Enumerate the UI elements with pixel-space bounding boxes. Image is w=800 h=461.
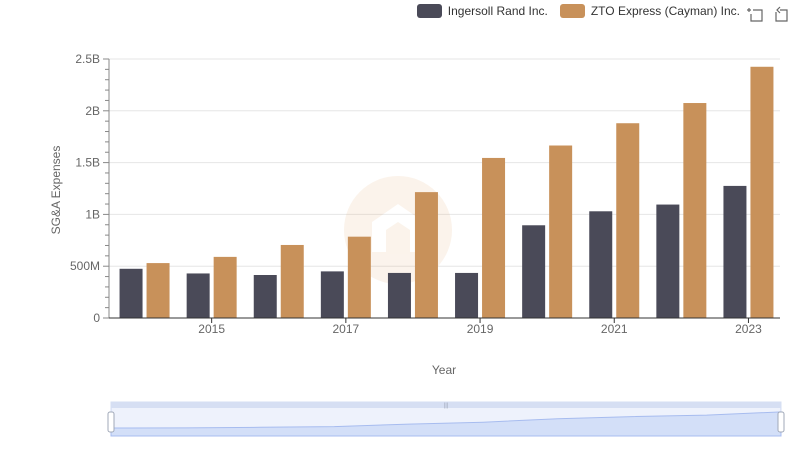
legend-item-ingersoll[interactable]: Ingersoll Rand Inc.: [416, 4, 548, 18]
bar-ingersoll[interactable]: [656, 204, 680, 318]
bar-ingersoll[interactable]: [589, 211, 613, 318]
bar-ingersoll[interactable]: [522, 225, 546, 318]
bar-ingersoll[interactable]: [119, 268, 143, 318]
bar-ingersoll[interactable]: [320, 271, 344, 318]
toolbox: [746, 6, 790, 24]
x-tick-label: 2019: [467, 322, 494, 336]
bar-zto[interactable]: [213, 256, 237, 318]
legend-item-zto[interactable]: ZTO Express (Cayman) Inc.: [559, 4, 740, 18]
y-tick-label: 2B: [85, 104, 100, 118]
bars-layer: [119, 66, 774, 319]
y-tick-label: 2.5B: [75, 52, 100, 66]
axis-layer: 0 500M 1B 1.5B 2B 2.5B 2015 2017 2019 2021 2023: [70, 52, 780, 336]
bar-zto[interactable]: [750, 66, 774, 319]
zoom-select-icon[interactable]: [746, 6, 764, 24]
legend: Ingersoll Rand Inc. ZTO Express (Cayman)…: [416, 4, 740, 18]
x-axis-title: Year: [432, 363, 456, 377]
bar-ingersoll[interactable]: [455, 272, 479, 318]
legend-label-zto: ZTO Express (Cayman) Inc.: [590, 4, 740, 18]
slider-handle-right[interactable]: [777, 411, 785, 433]
slider-handle-left[interactable]: [107, 411, 115, 433]
y-axis-title: SG&A Expenses: [49, 146, 63, 235]
bar-ingersoll[interactable]: [186, 273, 210, 318]
x-tick-label: 2021: [601, 322, 628, 336]
slider-selection: [111, 408, 781, 436]
y-tick-label: 1.5B: [75, 156, 100, 170]
bar-zto[interactable]: [482, 157, 506, 318]
x-tick-label: 2023: [735, 322, 762, 336]
bar-zto[interactable]: [347, 236, 371, 318]
legend-swatch-zto: [559, 4, 585, 18]
slider-top-bar[interactable]: [111, 402, 781, 408]
restore-icon[interactable]: [772, 6, 790, 24]
bar-zto[interactable]: [549, 145, 573, 318]
bar-zto[interactable]: [414, 192, 438, 318]
bar-zto[interactable]: [616, 123, 640, 319]
legend-label-ingersoll: Ingersoll Rand Inc.: [447, 4, 548, 18]
bar-zto[interactable]: [280, 244, 304, 318]
x-tick-label: 2017: [332, 322, 359, 336]
legend-swatch-ingersoll: [416, 4, 442, 18]
bar-zto[interactable]: [146, 263, 170, 318]
zoom-slider[interactable]: |||: [107, 401, 785, 437]
y-tick-label: 500M: [70, 259, 100, 273]
bar-ingersoll[interactable]: [253, 275, 277, 318]
y-tick-label: 0: [93, 311, 100, 325]
x-tick-label: 2015: [198, 322, 225, 336]
bar-ingersoll[interactable]: [387, 272, 411, 318]
y-tick-label: 1B: [85, 207, 100, 221]
slider-grip-icon[interactable]: |||: [444, 403, 449, 409]
bar-ingersoll[interactable]: [723, 185, 747, 318]
bar-zto[interactable]: [683, 103, 707, 318]
